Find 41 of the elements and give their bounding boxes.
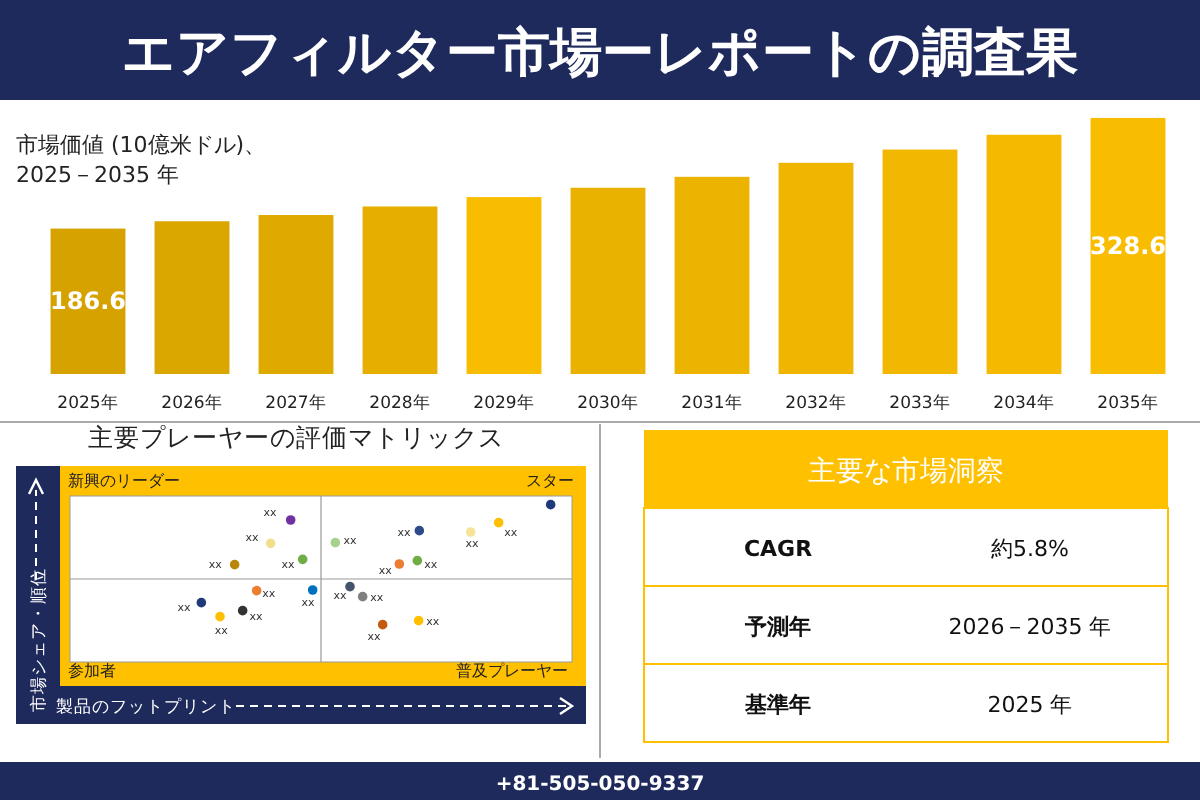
- bar: [154, 221, 230, 374]
- x-tick-label: 2031年: [681, 392, 743, 414]
- text: 基準年: [743, 692, 811, 718]
- bar: [362, 206, 438, 374]
- x-tick-label: 2035年: [1097, 392, 1159, 414]
- text: 主要プレーヤーの評価マトリックス: [88, 422, 504, 452]
- text: CAGR: [743, 536, 814, 562]
- bar: [882, 149, 958, 374]
- x-tick-label: 2029年: [473, 392, 535, 414]
- x-tick-label: 2026年: [161, 392, 223, 414]
- text: スター: [526, 472, 574, 490]
- text: 市場価値 (10億米ドル)、 2025－2035 年: [16, 132, 267, 188]
- chart-title: エアフィルター市場ーレポートの調査果: [122, 24, 1078, 84]
- text: 製品のフットプリント: [56, 696, 236, 718]
- text: 参加者: [68, 662, 116, 680]
- x-tick-label: 2030年: [577, 392, 639, 414]
- text: 普及プレーヤー: [456, 662, 568, 680]
- bar: [50, 228, 126, 374]
- bar: [570, 187, 646, 374]
- data-label: 328.6: [1090, 231, 1166, 260]
- text: 市場シェア・順位: [28, 568, 50, 712]
- text: 約5.8%: [991, 536, 1069, 562]
- text: +81-505-050-9337: [495, 774, 705, 796]
- bar: [986, 134, 1062, 374]
- x-tick-label: 2034年: [993, 392, 1055, 414]
- x-tick-label: 2025年: [57, 392, 119, 414]
- text: 新興のリーダー: [68, 472, 180, 490]
- bar: [778, 162, 854, 374]
- text: 2026－2035 年: [948, 614, 1112, 640]
- text: 予測年: [743, 614, 811, 640]
- text: 2025 年: [987, 692, 1073, 718]
- bar: [466, 197, 542, 374]
- data-label: 186.6: [50, 287, 126, 316]
- bar: [258, 215, 334, 374]
- bar: [1090, 117, 1166, 374]
- text: 主要な市場洞察: [808, 456, 1004, 488]
- x-tick-label: 2027年: [265, 392, 327, 414]
- x-tick-label: 2028年: [369, 392, 431, 414]
- bar: [674, 176, 750, 374]
- x-tick-label: 2033年: [889, 392, 951, 414]
- x-tick-label: 2032年: [785, 392, 847, 414]
